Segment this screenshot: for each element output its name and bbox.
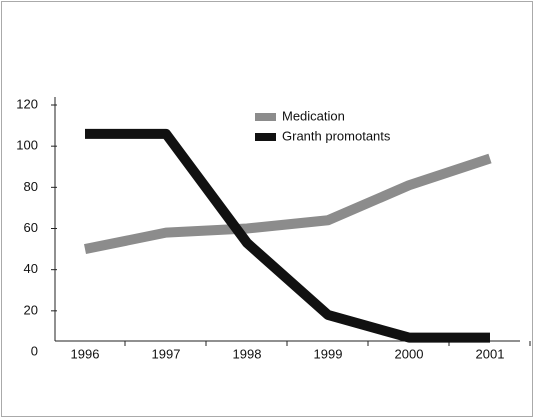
y-tick-label: 40 [24,261,38,276]
x-tick-label: 2000 [395,346,424,361]
legend-label: Granth promotants [282,128,391,143]
x-tick-label: 1997 [152,346,181,361]
y-tick-label: 100 [16,138,38,153]
y-tick-label: 60 [24,220,38,235]
x-tick-label: 1996 [71,346,100,361]
y-tick-label: 120 [16,96,38,111]
x-tick-label: 1999 [314,346,343,361]
x-tick-label: 1998 [233,346,262,361]
legend-label: Medication [282,108,345,123]
x-tick-label: 2001 [476,346,505,361]
series-line [85,128,490,343]
series-line [84,153,492,254]
y-tick-label: 80 [24,179,38,194]
y-tick-label: 20 [24,302,38,317]
y-tick-label: 0 [31,343,38,358]
